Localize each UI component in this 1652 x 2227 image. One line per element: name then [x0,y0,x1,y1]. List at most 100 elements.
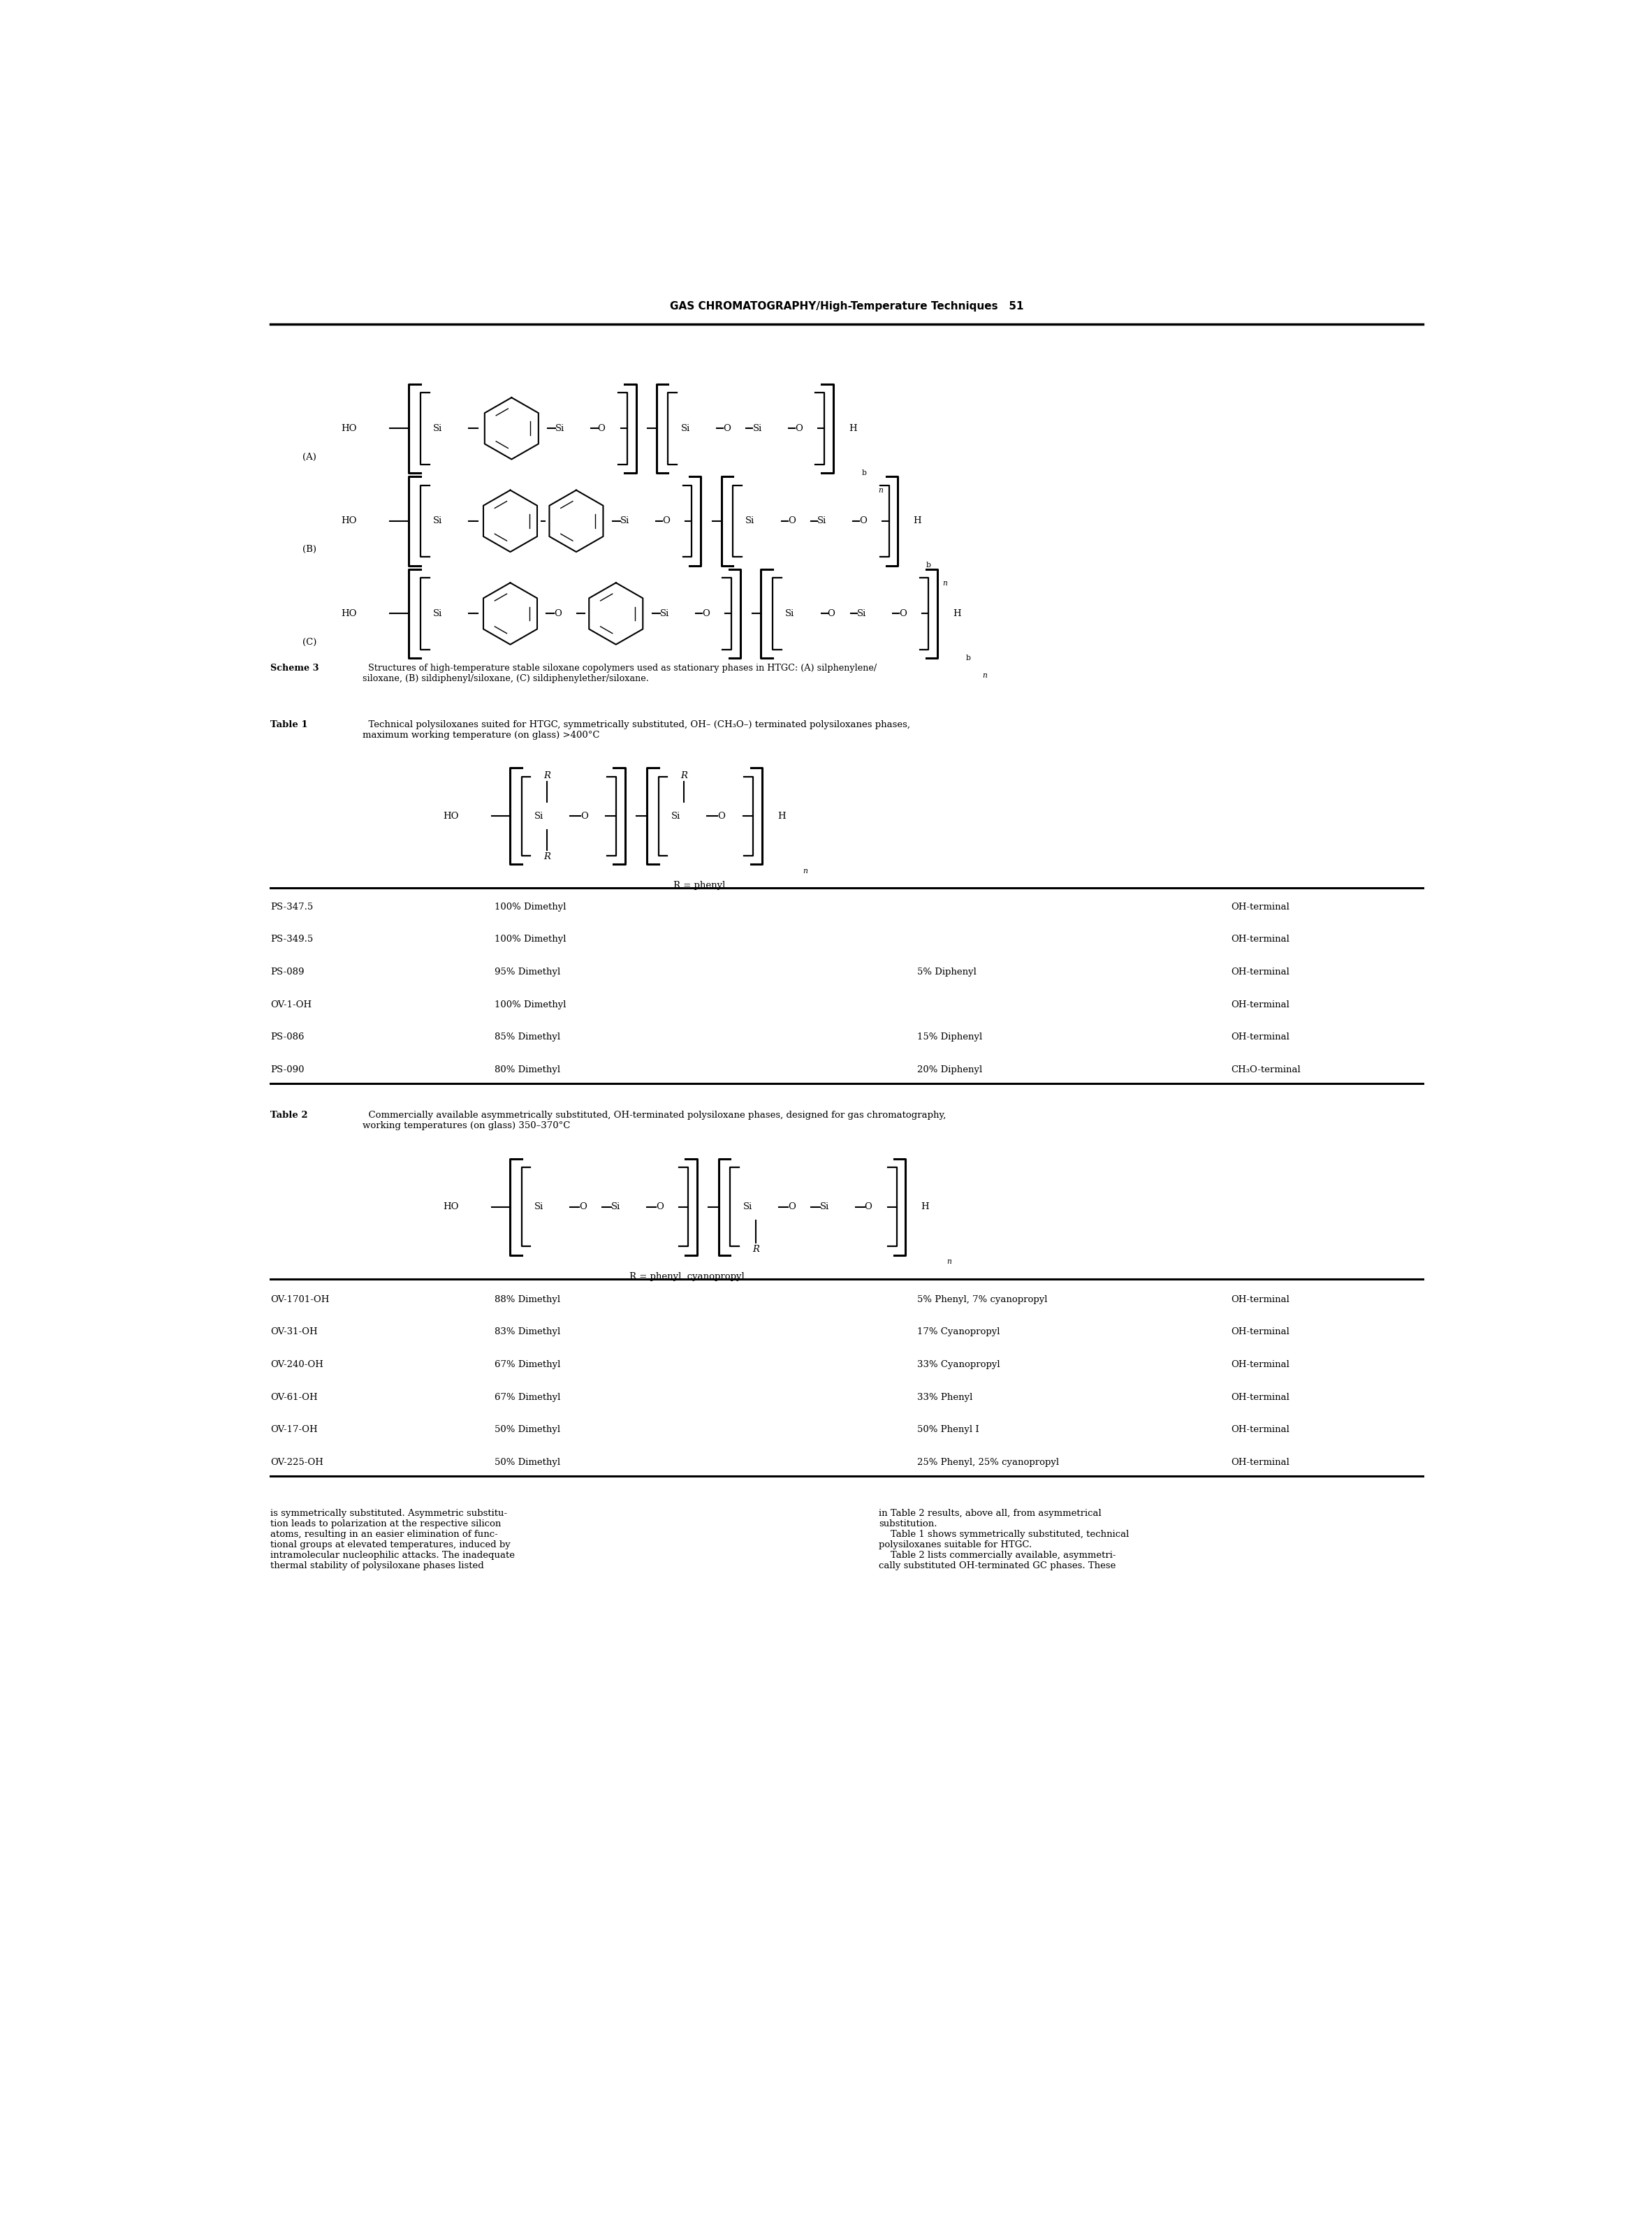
Text: OH-terminal: OH-terminal [1231,1327,1289,1336]
Text: H: H [920,1203,928,1211]
Text: PS-089: PS-089 [271,967,304,978]
Text: n: n [947,1258,952,1265]
Text: O: O [662,517,671,526]
Text: Si: Si [671,811,681,820]
Text: O: O [899,610,907,619]
Text: O: O [859,517,867,526]
Text: Scheme 3: Scheme 3 [271,664,319,673]
Text: 5% Diphenyl: 5% Diphenyl [917,967,976,978]
Text: n: n [943,579,948,586]
Text: 33% Phenyl: 33% Phenyl [917,1392,973,1401]
Text: OH-terminal: OH-terminal [1231,967,1289,978]
Text: HO: HO [340,610,357,619]
Text: Si: Si [433,610,443,619]
Text: Si: Si [433,423,443,432]
Text: OV-61-OH: OV-61-OH [271,1392,317,1401]
Text: H: H [914,517,922,526]
Text: H: H [778,811,786,820]
Text: Si: Si [857,610,866,619]
Text: 33% Cyanopropyl: 33% Cyanopropyl [917,1361,999,1370]
Text: OV-31-OH: OV-31-OH [271,1327,317,1336]
Text: Si: Si [753,423,762,432]
Text: OH-terminal: OH-terminal [1231,1361,1289,1370]
Text: R: R [544,853,550,862]
Text: PS-090: PS-090 [271,1065,304,1073]
Text: (C): (C) [302,637,317,646]
Text: R: R [681,771,687,779]
Text: R: R [544,771,550,779]
Text: CH₃O-terminal: CH₃O-terminal [1231,1065,1300,1073]
Text: PS-349.5: PS-349.5 [271,935,314,944]
Text: OH-terminal: OH-terminal [1231,1033,1289,1042]
Text: Si: Si [620,517,629,526]
Text: R: R [752,1245,760,1254]
Text: Si: Si [681,423,691,432]
Text: OH-terminal: OH-terminal [1231,935,1289,944]
Text: R = phenyl: R = phenyl [674,882,725,891]
Text: O: O [702,610,710,619]
Text: OV-240-OH: OV-240-OH [271,1361,324,1370]
Text: O: O [828,610,836,619]
Text: OH-terminal: OH-terminal [1231,1425,1289,1434]
Text: Si: Si [555,423,565,432]
Text: O: O [598,423,605,432]
Text: Si: Si [818,517,826,526]
Text: Si: Si [534,1203,544,1211]
Text: 80% Dimethyl: 80% Dimethyl [494,1065,560,1073]
Text: O: O [864,1203,872,1211]
Text: (A): (A) [302,452,317,461]
Text: 100% Dimethyl: 100% Dimethyl [494,1000,567,1009]
Text: O: O [788,1203,795,1211]
Text: 15% Diphenyl: 15% Diphenyl [917,1033,983,1042]
Text: 88% Dimethyl: 88% Dimethyl [494,1296,560,1305]
Text: 20% Diphenyl: 20% Diphenyl [917,1065,983,1073]
Text: OV-225-OH: OV-225-OH [271,1459,324,1468]
Text: 85% Dimethyl: 85% Dimethyl [494,1033,560,1042]
Text: HO: HO [340,423,357,432]
Text: 95% Dimethyl: 95% Dimethyl [494,967,560,978]
Text: 100% Dimethyl: 100% Dimethyl [494,902,567,911]
Text: Table 1: Table 1 [271,719,307,728]
Text: Si: Si [659,610,669,619]
Text: O: O [656,1203,664,1211]
Text: 5% Phenyl, 7% cyanopropyl: 5% Phenyl, 7% cyanopropyl [917,1296,1047,1305]
Text: O: O [717,811,725,820]
Text: OH-terminal: OH-terminal [1231,1459,1289,1468]
Text: is symmetrically substituted. Asymmetric substitu-
tion leads to polarization at: is symmetrically substituted. Asymmetric… [271,1508,515,1570]
Text: PS-347.5: PS-347.5 [271,902,314,911]
Text: b: b [966,655,971,661]
Text: HO: HO [443,1203,459,1211]
Text: Commercially available asymmetrically substituted, OH-terminated polysiloxane ph: Commercially available asymmetrically su… [363,1111,947,1131]
Text: 67% Dimethyl: 67% Dimethyl [494,1392,560,1401]
Text: O: O [724,423,730,432]
Text: Si: Si [785,610,795,619]
Text: O: O [580,1203,586,1211]
Text: OV-1701-OH: OV-1701-OH [271,1296,329,1305]
Text: b: b [861,470,866,477]
Text: OH-terminal: OH-terminal [1231,902,1289,911]
Text: (B): (B) [302,546,317,555]
Text: O: O [580,811,588,820]
Text: Si: Si [819,1203,829,1211]
Text: 67% Dimethyl: 67% Dimethyl [494,1361,560,1370]
Text: H: H [953,610,961,619]
Text: Si: Si [534,811,544,820]
Text: Si: Si [745,517,755,526]
Text: Si: Si [433,517,443,526]
Text: HO: HO [443,811,459,820]
Text: OV-17-OH: OV-17-OH [271,1425,317,1434]
Text: Technical polysiloxanes suited for HTGC, symmetrically substituted, OH– (CH₃O–) : Technical polysiloxanes suited for HTGC,… [363,719,910,739]
Text: PS-086: PS-086 [271,1033,304,1042]
Text: 100% Dimethyl: 100% Dimethyl [494,935,567,944]
Text: Table 2: Table 2 [271,1111,307,1120]
Text: R = phenyl, cyanopropyl: R = phenyl, cyanopropyl [629,1272,743,1281]
Text: 83% Dimethyl: 83% Dimethyl [494,1327,560,1336]
Text: GAS CHROMATOGRAPHY/High-Temperature Techniques   51: GAS CHROMATOGRAPHY/High-Temperature Tech… [669,301,1024,312]
Text: Si: Si [743,1203,752,1211]
Text: 50% Phenyl I: 50% Phenyl I [917,1425,980,1434]
Text: 17% Cyanopropyl: 17% Cyanopropyl [917,1327,999,1336]
Text: OV-1-OH: OV-1-OH [271,1000,312,1009]
Text: HO: HO [340,517,357,526]
Text: in ​Table​ ​2​ results, above all, from asymmetrical
substitution.
    Table 1 s: in ​Table​ ​2​ results, above all, from … [879,1508,1128,1570]
Text: n: n [879,488,882,494]
